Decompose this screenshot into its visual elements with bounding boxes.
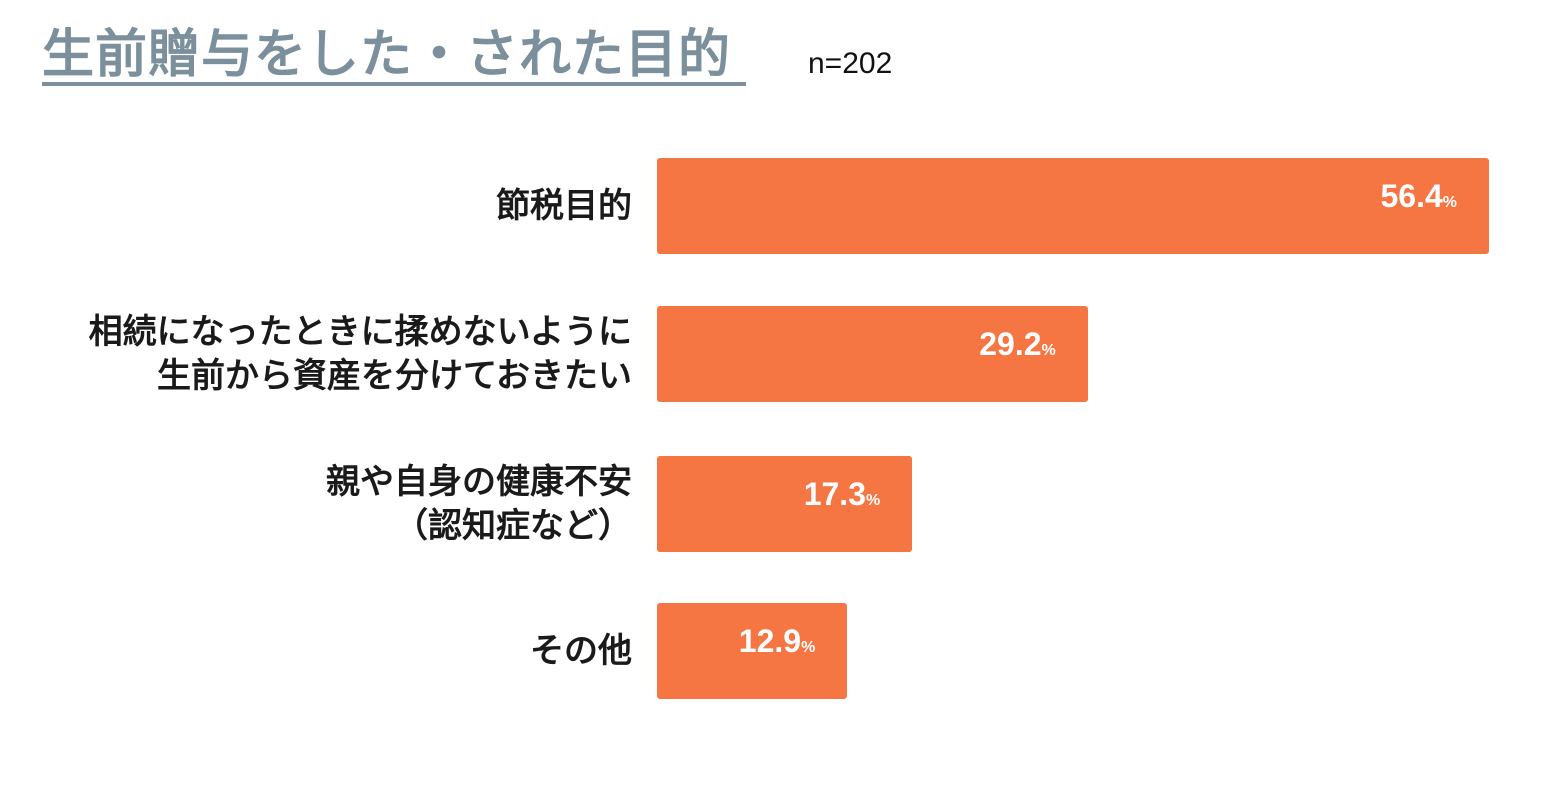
title-underline: [42, 82, 746, 86]
category-label: 節税目的: [496, 184, 632, 228]
data-label-unit: %: [865, 492, 881, 509]
category-label: 相続になったときに揉めないように 生前から資産を分けておきたい: [89, 310, 632, 398]
data-label-value: 29.2: [979, 326, 1042, 362]
chart-title: 生前贈与をした・された目的: [42, 25, 732, 85]
category-label-line: 親や自身の健康不安: [326, 462, 632, 502]
bar: [657, 603, 848, 699]
sample-size-note: n=202: [808, 47, 893, 80]
category-label-line: 相続になったときに揉めないように: [88, 312, 632, 352]
data-label: 29.2%: [979, 306, 1056, 402]
category-label: その他: [530, 629, 632, 673]
category-label: 親や自身の健康不安 （認知症など）: [326, 460, 632, 548]
data-label-unit: %: [1041, 342, 1056, 359]
bar: [657, 456, 913, 552]
category-label-line: （認知症など）: [394, 506, 632, 546]
category-label-line: その他: [530, 631, 632, 671]
data-label: 17.3%: [804, 456, 881, 552]
data-label-unit: %: [1442, 194, 1457, 211]
bar: [657, 158, 1489, 254]
data-label: 56.4%: [1380, 158, 1457, 254]
data-label-value: 12.9: [738, 623, 802, 659]
category-label-line: 節税目的: [496, 186, 632, 226]
category-label-line: 生前から資産を分けておきたい: [157, 356, 632, 396]
data-label: 12.9%: [739, 603, 816, 699]
data-label-value: 56.4: [1380, 178, 1443, 214]
data-label-value: 17.3: [803, 476, 866, 512]
bar: [657, 306, 1088, 402]
data-label-unit: %: [801, 639, 816, 656]
